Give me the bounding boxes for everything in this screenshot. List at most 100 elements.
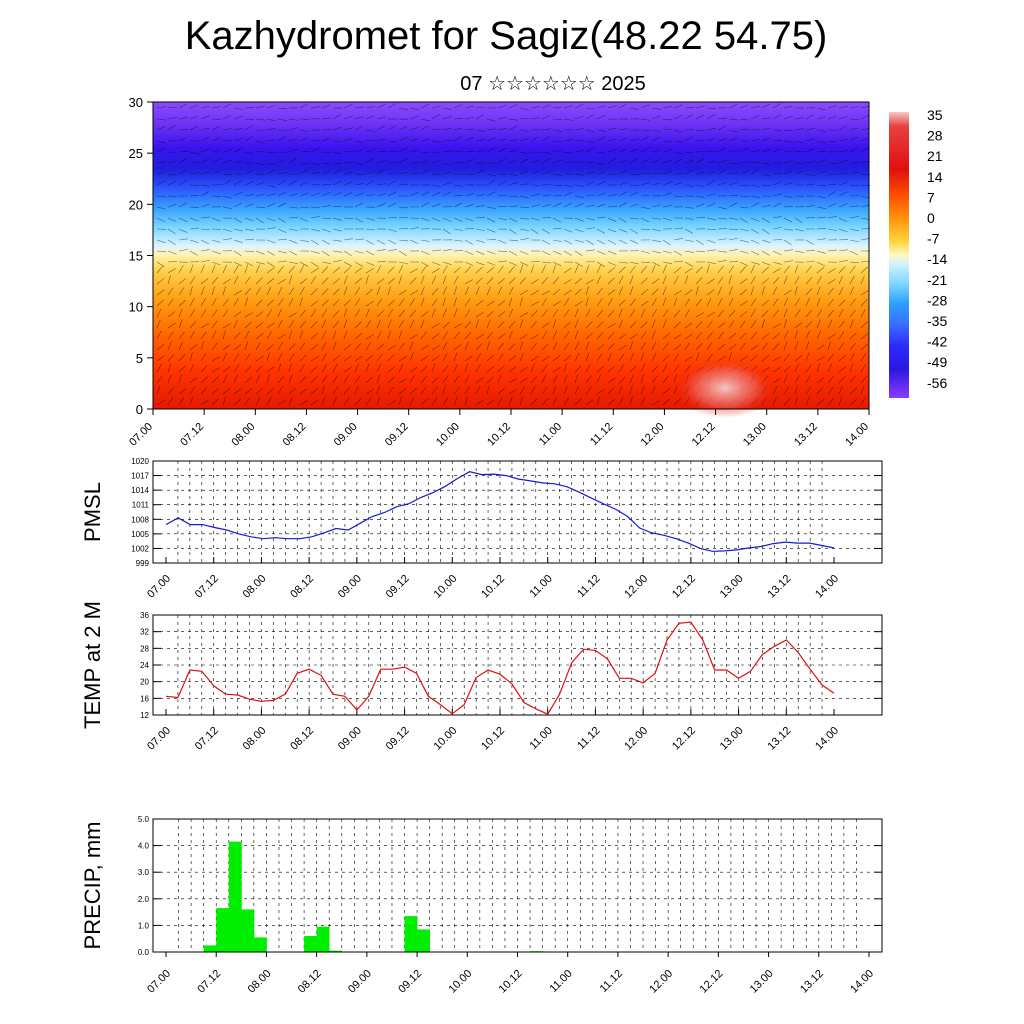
wind-barb: [574, 365, 582, 373]
wind-barb: [816, 159, 826, 164]
wind-barb: [156, 161, 166, 164]
wind-barb: [376, 183, 386, 186]
wind-barb: [805, 288, 813, 296]
wind-barb: [519, 217, 529, 220]
wind-barb: [321, 353, 327, 362]
wind-barb: [343, 261, 353, 267]
wind-barb: [761, 117, 771, 120]
wind-barb: [849, 261, 859, 263]
wind-barb: [629, 352, 635, 362]
wind-barb: [508, 355, 517, 362]
wind-barb: [420, 239, 430, 242]
wind-barb: [497, 217, 507, 221]
wind-barb: [222, 160, 232, 164]
wind-barb: [772, 181, 782, 186]
wind-barb: [717, 309, 724, 318]
wind-barb: [464, 374, 470, 384]
wind-barb: [343, 238, 353, 241]
wind-barb: [365, 397, 372, 406]
wind-barb: [827, 105, 837, 109]
wind-barb: [398, 388, 407, 395]
wind-barb: [475, 129, 485, 132]
wind-barb: [717, 344, 726, 351]
wind-barb: [816, 184, 826, 187]
wind-barb: [431, 203, 441, 208]
wind-barb: [409, 319, 415, 329]
wind-barb: [189, 386, 196, 395]
wind-barb: [277, 202, 287, 208]
wind-barb: [244, 181, 254, 186]
wind-barb: [761, 217, 770, 223]
wind-barb: [365, 140, 375, 142]
wind-barb: [475, 300, 484, 307]
wind-barb: [508, 139, 518, 142]
wind-barb: [585, 332, 593, 340]
wind-barb: [508, 389, 517, 395]
wind-barb: [585, 264, 590, 274]
wind-barb: [189, 125, 199, 131]
wind-barb: [398, 147, 408, 153]
wind-barb: [310, 365, 318, 373]
wind-barb: [596, 275, 601, 285]
wind-barb: [211, 106, 221, 109]
wind-barb: [321, 385, 325, 395]
wind-barb: [640, 342, 646, 351]
wind-barb: [497, 127, 507, 131]
wind-barb: [596, 321, 604, 329]
wind-barb: [310, 228, 320, 232]
wind-barb: [585, 375, 592, 384]
grid: [153, 614, 882, 716]
wind-barb: [838, 355, 847, 362]
wind-barb: [321, 309, 328, 318]
wind-barb: [233, 191, 243, 197]
wind-barb: [200, 399, 209, 406]
wind-barb: [629, 385, 633, 395]
wind-barb: [233, 364, 240, 373]
wind-barb: [255, 311, 264, 318]
wind-barb: [332, 386, 339, 395]
wind-barb: [508, 277, 516, 285]
wind-barb: [662, 118, 672, 121]
y-tick-label: 25: [129, 146, 143, 161]
wind-barb: [178, 169, 188, 175]
wind-barb: [464, 363, 469, 373]
wind-barb: [651, 298, 657, 307]
wind-barb: [827, 115, 837, 120]
wind-barb: [651, 129, 661, 132]
wind-barb: [849, 286, 854, 296]
wind-barb: [475, 319, 479, 329]
wind-barb: [387, 140, 397, 143]
y-axis-label: PRECIP, mm: [80, 822, 105, 950]
wind-barb: [453, 331, 460, 340]
wind-barb: [442, 116, 452, 120]
wind-barb: [695, 151, 706, 153]
wind-barb: [816, 377, 825, 384]
wind-barb: [640, 228, 650, 231]
wind-barb: [266, 322, 275, 329]
wind-barb: [387, 277, 396, 285]
precip-bar: [228, 841, 242, 952]
wind-barb: [189, 377, 198, 384]
wind-barb: [783, 228, 793, 231]
wind-barb: [552, 217, 562, 223]
wind-barb: [167, 322, 176, 329]
wind-barb: [552, 159, 562, 164]
wind-barb: [651, 173, 661, 175]
wind-barb: [629, 217, 639, 220]
wind-barb: [838, 286, 844, 296]
wind-barb: [299, 297, 303, 307]
wind-barb: [827, 333, 836, 340]
wind-barb: [288, 138, 298, 142]
colorbar-label: -56: [927, 375, 947, 391]
wind-barb: [750, 239, 760, 244]
wind-barb: [189, 217, 199, 222]
wind-barb: [189, 298, 195, 307]
wind-barb: [849, 387, 857, 395]
wind-barb: [816, 216, 826, 219]
wind-barb: [706, 107, 717, 109]
x-tick-label: 13.00: [718, 573, 746, 601]
wind-barb: [860, 299, 868, 307]
wind-barb: [816, 206, 826, 209]
wind-barb: [178, 354, 186, 362]
wind-barb: [222, 195, 232, 199]
